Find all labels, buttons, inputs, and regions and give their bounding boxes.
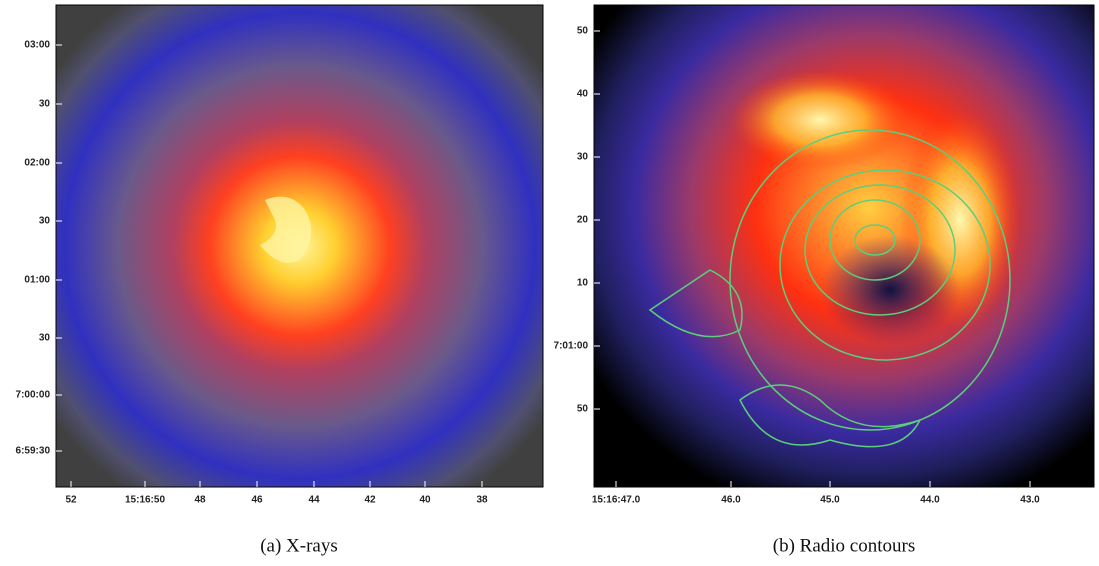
y-tick-label: 50: [577, 404, 589, 415]
x-tick-label: 15:16:47.0: [592, 495, 641, 506]
y-tick-label: 03:00: [24, 40, 50, 51]
dark-region: [820, 235, 960, 345]
x-tick-label: 46.0: [721, 495, 741, 506]
panel-a: [55, 4, 544, 488]
y-tick-label: 02:00: [24, 158, 50, 169]
y-tick-label: 30: [577, 152, 589, 163]
y-tick-label: 30: [39, 99, 51, 110]
x-tick-label: 42: [364, 495, 376, 506]
y-tick-label: 7:01:00: [554, 341, 589, 352]
y-tick-label: 20: [577, 215, 589, 226]
y-tick-label: 40: [577, 89, 589, 100]
bright-region: [730, 70, 910, 170]
x-tick-label: 52: [65, 495, 77, 506]
panel-b: [593, 4, 1095, 488]
caption: (a) X-rays: [260, 535, 338, 556]
y-tick-label: 50: [577, 26, 589, 37]
y-tick-label: 01:00: [24, 275, 50, 286]
caption: (b) Radio contours: [773, 535, 915, 556]
x-tick-label: 45.0: [820, 495, 840, 506]
y-tick-label: 30: [39, 216, 51, 227]
x-tick-label: 46: [251, 495, 263, 506]
y-tick-label: 30: [39, 333, 51, 344]
y-tick-label: 6:59:30: [16, 446, 51, 457]
x-tick-label: 38: [476, 495, 488, 506]
x-tick-label: 15:16:50: [125, 495, 165, 506]
radio-contours: [648, 129, 1011, 448]
x-tick-label: 48: [194, 495, 206, 506]
x-tick-label: 44: [308, 495, 320, 506]
x-tick-label: 44.0: [920, 495, 940, 506]
y-tick-label: 7:00:00: [16, 390, 51, 401]
y-tick-label: 10: [577, 278, 589, 289]
x-tick-label: 43.0: [1020, 495, 1040, 506]
bright-core: [260, 196, 312, 263]
x-tick-label: 40: [419, 495, 431, 506]
